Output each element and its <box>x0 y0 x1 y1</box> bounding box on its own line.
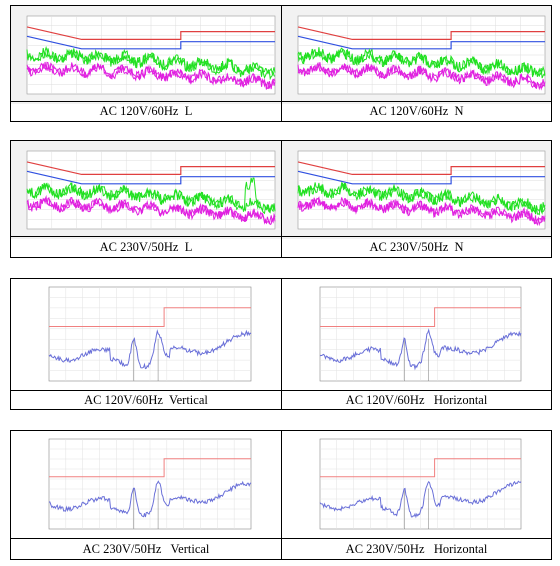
emission-trace <box>297 62 546 91</box>
caption: AC 230V/50Hz L <box>11 236 281 257</box>
emission-trace <box>297 181 546 215</box>
plot-image <box>11 141 281 239</box>
emission-trace <box>48 329 252 370</box>
emission-trace <box>26 62 276 90</box>
emission-trace <box>297 182 546 216</box>
figure-cell: AC 120V/60Hz Horizontal <box>281 278 552 410</box>
caption: AC 120V/60Hz N <box>282 101 551 121</box>
caption: AC 120V/60Hz L <box>11 101 281 121</box>
caption: AC 230V/50Hz Vertical <box>11 538 281 559</box>
emission-trace <box>319 480 522 519</box>
limit-line <box>297 170 545 185</box>
caption: AC 120V/60Hz Horizontal <box>282 390 551 409</box>
plot-image <box>48 286 252 382</box>
emission-trace <box>26 45 276 80</box>
limit-line <box>49 307 251 327</box>
limit-line <box>26 35 275 50</box>
plot-image <box>319 286 522 382</box>
plot-image <box>282 141 551 239</box>
emission-trace <box>297 47 546 78</box>
figure-cell: AC 120V/60Hz N <box>281 5 552 122</box>
caption: AC 230V/50Hz N <box>282 236 551 257</box>
figure-cell: AC 230V/50Hz N <box>281 140 552 258</box>
limit-line <box>26 26 275 40</box>
plot-image <box>319 438 522 530</box>
plot-image <box>11 6 281 104</box>
figure-cell: AC 230V/50Hz Vertical <box>10 430 282 560</box>
limit-line <box>26 170 275 185</box>
emission-trace <box>26 194 276 224</box>
emission-trace <box>48 480 252 518</box>
emission-trace <box>297 197 546 227</box>
limit-line <box>26 161 275 175</box>
emission-trace <box>319 328 522 371</box>
limit-line <box>297 35 545 50</box>
emission-trace <box>26 61 276 90</box>
figure-cell: AC 230V/50Hz Horizontal <box>281 430 552 560</box>
limit-line <box>320 307 521 327</box>
plot-image <box>282 6 551 104</box>
limit-line <box>297 161 545 175</box>
emission-trace <box>26 196 276 226</box>
figure-cell: AC 120V/60Hz Vertical <box>10 278 282 410</box>
caption: AC 230V/50Hz Horizontal <box>282 538 551 559</box>
limit-line <box>49 458 251 478</box>
emission-trace <box>26 182 276 214</box>
figure-cell: AC 120V/60Hz L <box>10 5 282 122</box>
limit-line <box>320 458 521 478</box>
caption: AC 120V/60Hz Vertical <box>11 390 281 409</box>
plot-image <box>48 438 252 530</box>
figure-cell: AC 230V/50Hz L <box>10 140 282 258</box>
limit-line <box>297 26 545 40</box>
